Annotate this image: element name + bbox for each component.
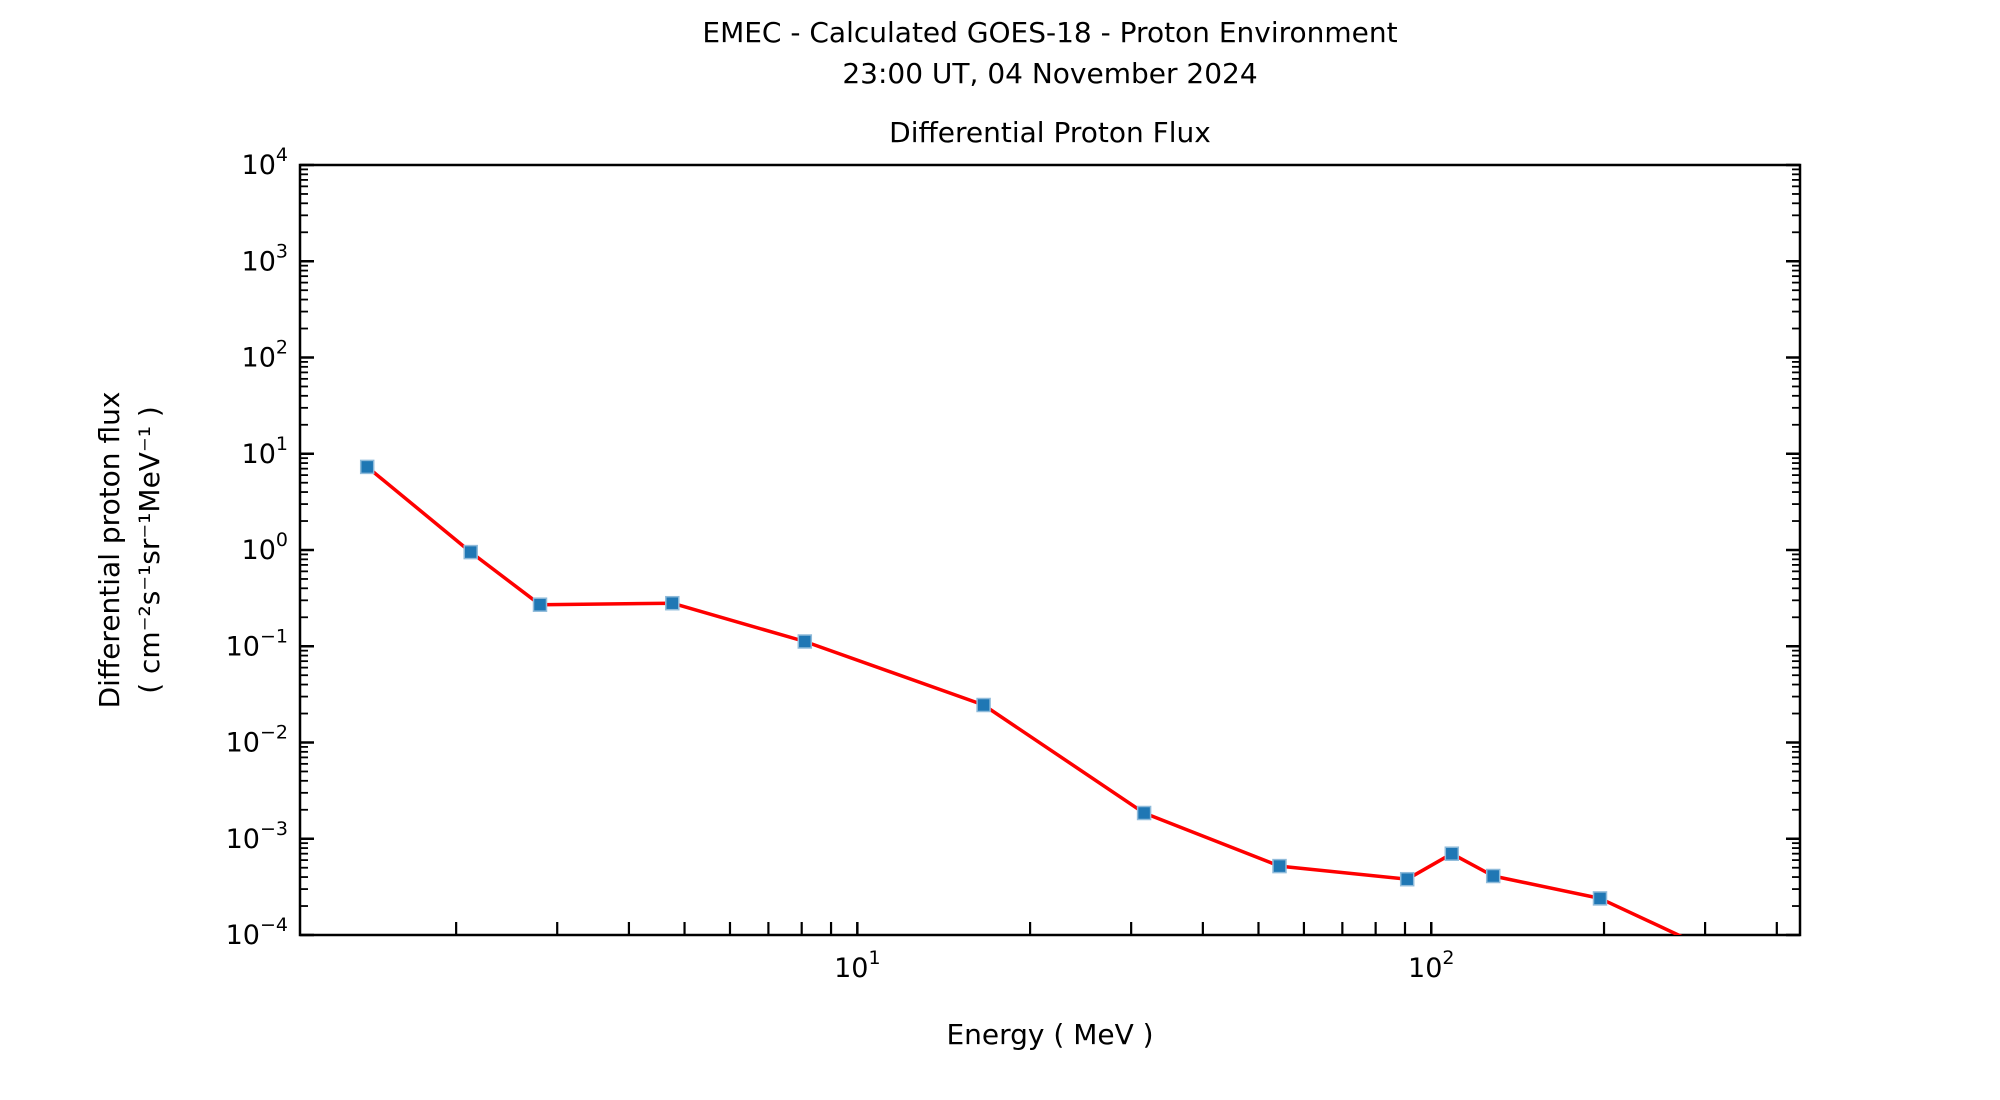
- axis-ticks: [300, 163, 1800, 937]
- data-point-marker: [1136, 805, 1152, 821]
- tick-label: 10−4: [226, 914, 288, 951]
- tick-label: 104: [242, 144, 288, 181]
- data-point-marker: [797, 634, 813, 649]
- x-axis-label: Energy ( MeV ): [946, 1018, 1154, 1051]
- tick-label: 103: [242, 240, 288, 277]
- tick-label: 100: [242, 529, 288, 566]
- data-point-marker: [1592, 891, 1608, 906]
- tick-label: 101: [242, 433, 288, 470]
- y-axis-label-line2: ( cm⁻²s⁻¹sr⁻¹MeV⁻¹ ): [133, 406, 166, 694]
- figure-title: EMEC - Calculated GOES-18 - Proton Envir…: [300, 12, 1800, 94]
- data-point-marker: [1399, 871, 1415, 887]
- data-point-marker: [1272, 858, 1287, 874]
- data-point-marker: [1485, 868, 1501, 884]
- tick-label: 10−1: [226, 625, 288, 662]
- data-point-marker: [359, 459, 375, 475]
- y-axis-label-line1: Differential proton flux: [93, 391, 126, 709]
- data-point-marker: [1444, 846, 1460, 861]
- tick-labels: 104 103 102 101 100 10−1 10−2 10−3 10−4 101 102: [226, 144, 1455, 984]
- data-series: [366, 465, 1683, 935]
- flux-line: [366, 465, 1683, 935]
- tick-label: 10−2: [226, 722, 288, 759]
- tick-label: 101: [834, 947, 880, 984]
- tick-label: 10−3: [226, 818, 288, 855]
- tick-label: 102: [1408, 947, 1454, 984]
- plot-border: [298, 163, 1802, 937]
- data-point-marker: [976, 697, 991, 713]
- axes-title: Differential Proton Flux: [889, 116, 1211, 149]
- data-point-marker: [532, 597, 548, 612]
- data-point-marker: [665, 595, 680, 611]
- figure-title-line1: EMEC - Calculated GOES-18 - Proton Envir…: [702, 16, 1398, 49]
- data-point-marker: [463, 544, 478, 560]
- data-markers: [359, 459, 1608, 906]
- figure-title-line2: 23:00 UT, 04 November 2024: [842, 57, 1258, 90]
- tick-label: 102: [242, 337, 288, 374]
